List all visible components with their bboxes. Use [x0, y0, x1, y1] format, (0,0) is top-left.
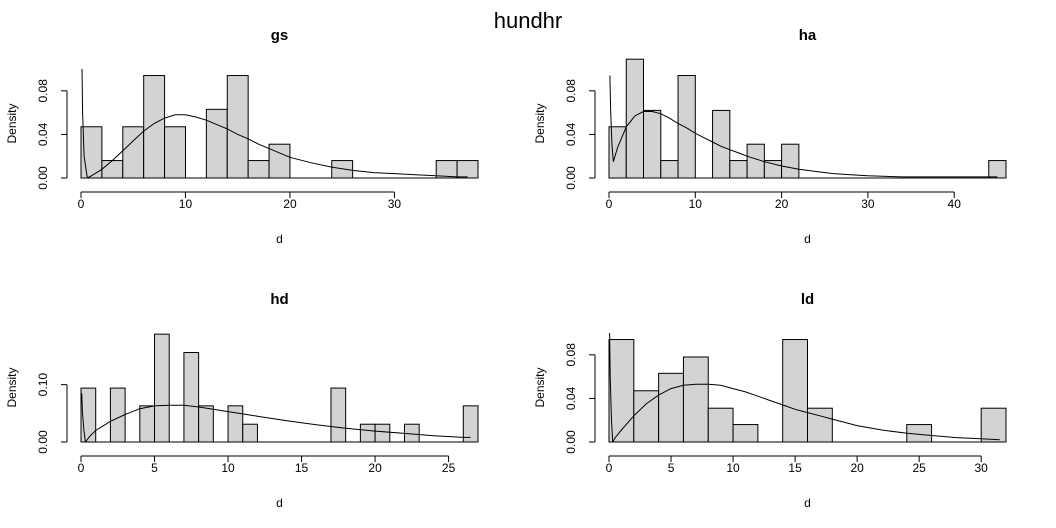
histogram-bar: [707, 407, 734, 443]
x-tick-label: 25: [442, 461, 456, 475]
panel-title: ha: [799, 27, 817, 44]
histogram-bar: [242, 423, 258, 443]
y-axis-label: Density: [5, 103, 19, 143]
x-tick-label: 5: [151, 461, 158, 475]
histogram-bar: [988, 160, 1007, 179]
panel-title: hd: [270, 291, 288, 308]
histogram-bar: [247, 160, 270, 179]
density-curve: [85, 404, 471, 443]
x-tick-label: 0: [78, 461, 85, 475]
panel-ha: ha 0 10 20 30 40 d 0.00 0.04 0.08 Density: [533, 27, 1007, 246]
density-curve: [87, 114, 468, 179]
y-tick-label: 0.04: [564, 122, 578, 146]
y-tick-label: 0.10: [36, 373, 50, 397]
x-tick-label: 10: [179, 197, 193, 211]
histogram-bar: [763, 160, 783, 179]
x-axis-label: d: [804, 496, 811, 510]
y-tick-label: 0.04: [36, 122, 50, 146]
panel-gs: gs 0 10 20 30 d 0.00 0.04 0.08 Density: [5, 27, 479, 246]
histogram-bar: [633, 390, 660, 443]
density-curve: [612, 111, 998, 178]
histogram-bar: [625, 58, 645, 179]
panel-ld: ld 0 5 10 15 20 25 30 d 0.00 0.04 0.08 Density: [533, 291, 1007, 510]
histogram-bar: [682, 356, 709, 443]
histogram-bar: [456, 160, 479, 179]
panels: gs 0 10 20 30 d 0.00 0.04 0.08 Density ha 0 10 20 30 40…: [5, 27, 1007, 510]
x-tick-label: 10: [726, 461, 740, 475]
y-tick-label: 0.04: [564, 386, 578, 410]
y-tick-label: 0.00: [564, 166, 578, 190]
histogram-bar: [712, 109, 731, 179]
histogram-bar: [226, 75, 249, 179]
panel-title: ld: [801, 291, 814, 308]
x-tick-label: 20: [850, 461, 864, 475]
histogram-bar: [729, 160, 748, 179]
density-curve: [612, 383, 1000, 443]
x-tick-label: 20: [368, 461, 382, 475]
histogram-bar: [658, 372, 684, 443]
y-tick-label: 0.08: [564, 79, 578, 103]
histogram-bar: [608, 339, 635, 443]
density-spike: [81, 393, 86, 443]
histogram-bar: [330, 387, 347, 443]
y-tick-label: 0.08: [36, 79, 50, 103]
x-tick-label: 10: [221, 461, 235, 475]
histogram-bar: [374, 423, 391, 443]
panel-title: gs: [271, 27, 289, 44]
x-tick-label: 40: [948, 197, 962, 211]
x-tick-label: 10: [689, 197, 703, 211]
x-tick-label: 30: [388, 197, 402, 211]
histogram-bar: [462, 405, 479, 443]
x-axis-label: d: [276, 496, 283, 510]
x-tick-label: 15: [788, 461, 802, 475]
y-tick-label: 0.08: [564, 343, 578, 367]
histogram-bar: [164, 126, 186, 179]
y-axis-label: Density: [533, 367, 547, 407]
histogram-bar: [331, 160, 354, 179]
y-tick-label: 0.00: [36, 166, 50, 190]
x-tick-label: 5: [668, 461, 675, 475]
y-axis-label: Density: [533, 103, 547, 143]
y-tick-label: 0.00: [36, 430, 50, 454]
x-tick-label: 15: [295, 461, 309, 475]
x-tick-label: 0: [606, 461, 613, 475]
histogram-bar: [980, 407, 1007, 443]
histogram-bar: [781, 143, 800, 179]
histogram-bar: [782, 339, 808, 443]
x-tick-label: 0: [606, 197, 613, 211]
panel-hd: hd 0 5 10 15 20 25 d 0.00 0.10 Density: [5, 291, 479, 510]
histogram-bar: [101, 160, 124, 179]
x-tick-label: 20: [283, 197, 297, 211]
histogram-bar: [80, 387, 97, 443]
density-spike: [609, 75, 614, 162]
x-axis-label: d: [276, 232, 283, 246]
y-axis-label: Density: [5, 367, 19, 407]
histogram-bar: [205, 108, 228, 179]
figure-title: hundhr: [494, 8, 563, 33]
density-spike: [81, 68, 88, 179]
histogram-bar: [198, 405, 214, 443]
histogram-bar: [183, 352, 200, 443]
x-tick-label: 30: [861, 197, 875, 211]
histogram-bar: [677, 75, 696, 179]
x-tick-label: 0: [78, 197, 85, 211]
x-tick-label: 30: [975, 461, 989, 475]
x-axis-label: d: [804, 232, 811, 246]
histogram-bar: [139, 405, 156, 443]
x-tick-label: 25: [912, 461, 926, 475]
histogram-bar: [435, 160, 458, 179]
histogram-bar: [143, 75, 166, 179]
histogram-bar: [643, 109, 662, 179]
x-tick-label: 20: [775, 197, 789, 211]
histogram-bar: [268, 143, 291, 179]
histogram-bar: [732, 424, 759, 443]
histogram-bar: [359, 423, 376, 443]
histogram-bar: [154, 333, 170, 443]
y-tick-label: 0.00: [564, 430, 578, 454]
histogram-bar: [660, 160, 679, 179]
histogram-bar: [227, 405, 244, 443]
density-spike: [609, 332, 614, 443]
